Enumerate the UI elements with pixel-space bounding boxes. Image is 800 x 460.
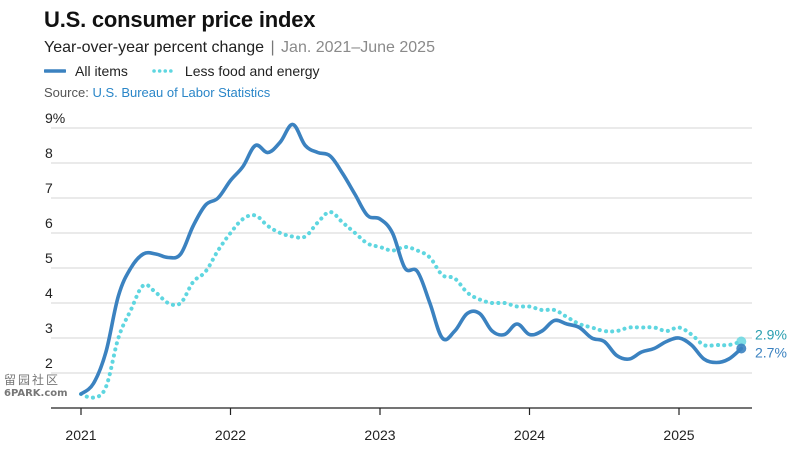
x-tick-label: 2021 [65, 427, 96, 443]
y-tick-label: 3 [45, 320, 53, 336]
solid-line-swatch-icon [44, 69, 66, 73]
series-lines [79, 122, 747, 400]
dotted-line-swatch-icon [152, 69, 176, 73]
subtitle-separator: | [270, 39, 275, 56]
legend-item-core: Less food and energy [152, 61, 320, 81]
legend-item-all-items: All items [44, 61, 128, 81]
y-tick-label: 7 [45, 180, 53, 196]
subtitle-main: Year-over-year percent change [44, 39, 264, 56]
watermark-text-bottom: 6PARK.com [4, 388, 68, 399]
source-note: Source: U.S. Bureau of Labor Statistics [44, 84, 764, 102]
y-tick-label: 9% [45, 110, 65, 126]
watermark-text-top: 留园社区 [4, 373, 61, 387]
end-marker-all-items [736, 343, 747, 354]
y-tick-label: 6 [45, 215, 53, 231]
series-line-all-items [79, 122, 744, 396]
chart-title: U.S. consumer price index [44, 7, 316, 32]
x-tick-label: 2023 [364, 427, 395, 443]
watermark-logo: 留园社区 6PARK.com [4, 374, 68, 400]
y-tick-label: 2 [45, 355, 53, 371]
chart-legend: All items Less food and energy [44, 61, 764, 81]
end-label-core: 2.9% [755, 327, 787, 343]
series-line-core [79, 210, 744, 400]
end-labels: 2.7% 2.9% [755, 327, 787, 361]
legend-label-all-items: All items [75, 63, 128, 79]
axes: 2 3 4 5 6 7 8 9% 2021 2022 2023 2024 2025 [45, 110, 752, 443]
chart-header: U.S. consumer price index Year-over-year… [44, 6, 764, 102]
legend-label-core: Less food and energy [184, 63, 320, 79]
source-agency-link[interactable]: U.S. Bureau of Labor Statistics [92, 85, 271, 100]
y-tick-label: 5 [45, 250, 53, 266]
x-tick-label: 2022 [215, 427, 246, 443]
x-tick-label: 2024 [514, 427, 545, 443]
end-label-all-items: 2.7% [755, 345, 787, 361]
x-tick-label: 2025 [663, 427, 694, 443]
y-tick-label: 4 [45, 285, 53, 301]
grid-lines [51, 127, 752, 374]
chart-subtitle: Year-over-year percent change | Jan. 202… [44, 37, 764, 59]
subtitle-date-range: Jan. 2021–June 2025 [281, 39, 435, 56]
source-label: Source: [44, 85, 89, 100]
end-marker-core [736, 336, 747, 347]
y-tick-label: 8 [45, 145, 53, 161]
